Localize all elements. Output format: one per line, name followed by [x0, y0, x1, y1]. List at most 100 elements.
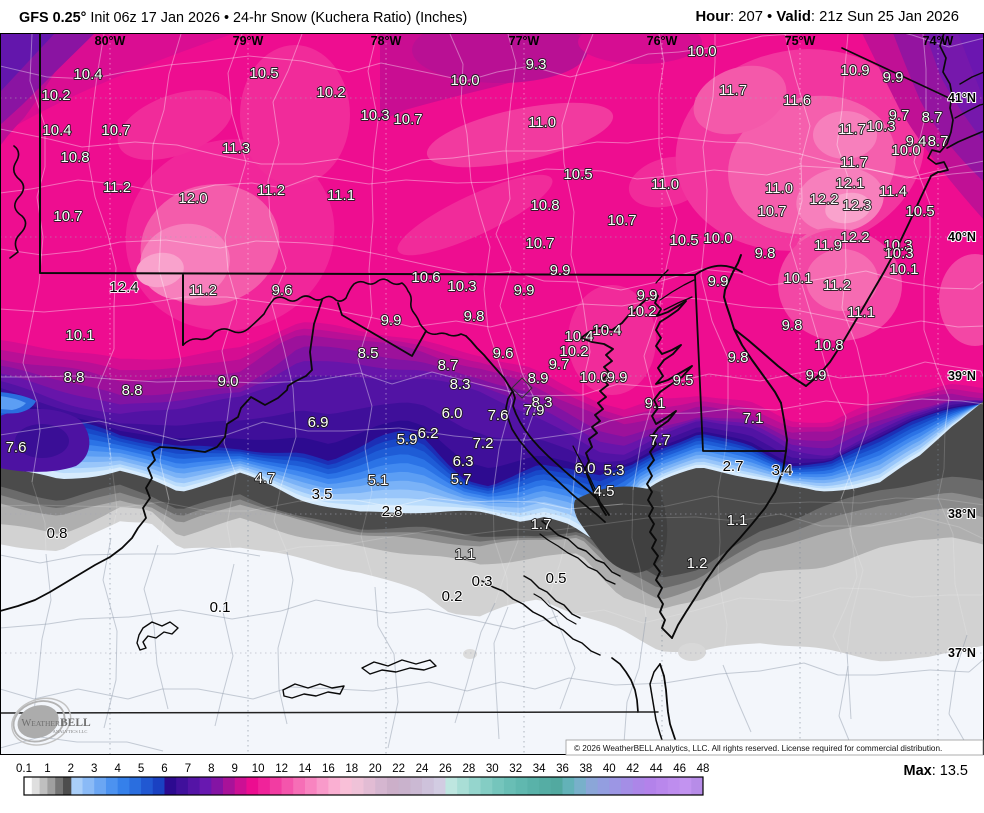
svg-text:7.1: 7.1 [743, 410, 764, 427]
svg-text:7.2: 7.2 [473, 435, 494, 452]
svg-text:1.1: 1.1 [455, 546, 476, 563]
svg-text:ANALYTICS LLC: ANALYTICS LLC [53, 729, 88, 734]
svg-text:11.7: 11.7 [838, 121, 866, 138]
svg-text:11.7: 11.7 [840, 154, 868, 171]
svg-text:10.5: 10.5 [669, 232, 698, 249]
svg-text:20: 20 [369, 763, 382, 775]
svg-text:30: 30 [486, 763, 499, 775]
svg-text:1: 1 [44, 763, 50, 775]
svg-text:9.6: 9.6 [272, 282, 293, 299]
svg-text:9.9: 9.9 [550, 262, 571, 279]
svg-text:0.2: 0.2 [442, 588, 463, 605]
svg-text:41°N: 41°N [948, 91, 976, 105]
svg-text:1.7: 1.7 [531, 516, 552, 533]
svg-text:6.3: 6.3 [453, 453, 474, 470]
svg-text:12.1: 12.1 [835, 175, 864, 192]
svg-text:10: 10 [252, 763, 265, 775]
svg-text:10.7: 10.7 [525, 235, 554, 252]
svg-text:10.2: 10.2 [559, 343, 588, 360]
svg-text:9.6: 9.6 [493, 345, 514, 362]
svg-text:© 2026 WeatherBELL Analytics,: © 2026 WeatherBELL Analytics, LLC. All r… [574, 744, 942, 753]
svg-text:26: 26 [439, 763, 452, 775]
svg-text:9.8: 9.8 [464, 308, 485, 325]
svg-text:9.9: 9.9 [607, 369, 628, 386]
svg-text:10.1: 10.1 [65, 327, 94, 344]
svg-text:46: 46 [673, 763, 686, 775]
svg-text:Max: 13.5: Max: 13.5 [904, 763, 969, 779]
svg-text:10.3: 10.3 [866, 118, 895, 135]
svg-text:10.2: 10.2 [627, 303, 656, 320]
svg-text:3: 3 [91, 763, 97, 775]
svg-text:6.2: 6.2 [418, 425, 439, 442]
svg-text:12.3: 12.3 [842, 197, 871, 214]
svg-text:9.4: 9.4 [906, 133, 927, 150]
svg-text:10.7: 10.7 [607, 212, 636, 229]
svg-text:28: 28 [463, 763, 476, 775]
svg-text:10.4: 10.4 [42, 122, 71, 139]
svg-text:42: 42 [626, 763, 639, 775]
svg-text:9.9: 9.9 [806, 367, 827, 384]
svg-text:9.3: 9.3 [526, 56, 547, 73]
svg-text:10.3: 10.3 [884, 245, 913, 262]
svg-text:5.9: 5.9 [397, 431, 418, 448]
svg-text:37°N: 37°N [948, 646, 976, 660]
svg-text:8.7: 8.7 [922, 109, 943, 126]
svg-text:4.7: 4.7 [255, 470, 276, 487]
svg-text:80°W: 80°W [95, 34, 126, 48]
svg-text:38°N: 38°N [948, 507, 976, 521]
svg-text:11.2: 11.2 [189, 282, 217, 299]
svg-text:9.9: 9.9 [381, 312, 402, 329]
svg-text:8.8: 8.8 [122, 382, 143, 399]
svg-text:14: 14 [299, 763, 312, 775]
svg-text:2: 2 [68, 763, 74, 775]
svg-text:GFS 0.25° Init 06z 17 Jan 2026: GFS 0.25° Init 06z 17 Jan 2026 • 24-hr S… [19, 10, 467, 26]
svg-text:7.6: 7.6 [488, 407, 509, 424]
svg-text:40: 40 [603, 763, 616, 775]
svg-text:10.5: 10.5 [905, 203, 934, 220]
svg-text:10.1: 10.1 [783, 270, 812, 287]
svg-text:10.0: 10.0 [891, 142, 920, 159]
svg-text:11.0: 11.0 [528, 114, 556, 131]
svg-text:11.1: 11.1 [327, 187, 355, 204]
svg-text:8.3: 8.3 [450, 376, 471, 393]
svg-text:11.2: 11.2 [103, 179, 131, 196]
svg-text:39°N: 39°N [948, 369, 976, 383]
svg-text:10.8: 10.8 [530, 197, 559, 214]
svg-text:10.7: 10.7 [53, 208, 82, 225]
svg-text:78°W: 78°W [371, 34, 402, 48]
svg-text:12.4: 12.4 [109, 279, 138, 296]
svg-text:5.7: 5.7 [451, 471, 472, 488]
svg-text:8.7: 8.7 [438, 357, 459, 374]
svg-text:9.9: 9.9 [514, 282, 535, 299]
svg-text:77°W: 77°W [509, 34, 540, 48]
svg-text:12.2: 12.2 [840, 229, 869, 246]
svg-text:6.9: 6.9 [308, 414, 329, 431]
svg-text:7: 7 [185, 763, 191, 775]
svg-text:10.9: 10.9 [840, 62, 869, 79]
svg-text:8: 8 [208, 763, 214, 775]
svg-text:9.8: 9.8 [728, 349, 749, 366]
svg-text:11.0: 11.0 [765, 180, 793, 197]
svg-text:9.9: 9.9 [883, 69, 904, 86]
svg-text:10.0: 10.0 [450, 72, 479, 89]
svg-text:40°N: 40°N [948, 230, 976, 244]
svg-text:1.1: 1.1 [727, 512, 748, 529]
svg-text:3.4: 3.4 [772, 462, 793, 479]
svg-text:8.5: 8.5 [358, 345, 379, 362]
svg-text:34: 34 [533, 763, 546, 775]
svg-text:10.4: 10.4 [73, 66, 102, 83]
svg-text:10.1: 10.1 [889, 261, 918, 278]
svg-text:0.1: 0.1 [16, 763, 32, 775]
svg-text:32: 32 [509, 763, 522, 775]
svg-text:11.3: 11.3 [222, 140, 250, 157]
svg-text:Hour: 207 • Valid: 21z Sun 25: Hour: 207 • Valid: 21z Sun 25 Jan 2026 [696, 9, 960, 25]
svg-text:12.0: 12.0 [178, 190, 207, 207]
svg-text:10.4: 10.4 [564, 328, 593, 345]
svg-text:2.8: 2.8 [382, 503, 403, 520]
svg-text:9.8: 9.8 [782, 317, 803, 334]
svg-text:10.3: 10.3 [360, 107, 389, 124]
svg-text:10.5: 10.5 [249, 65, 278, 82]
svg-text:5: 5 [138, 763, 144, 775]
svg-text:9.9: 9.9 [708, 273, 729, 290]
svg-text:10.7: 10.7 [101, 122, 130, 139]
